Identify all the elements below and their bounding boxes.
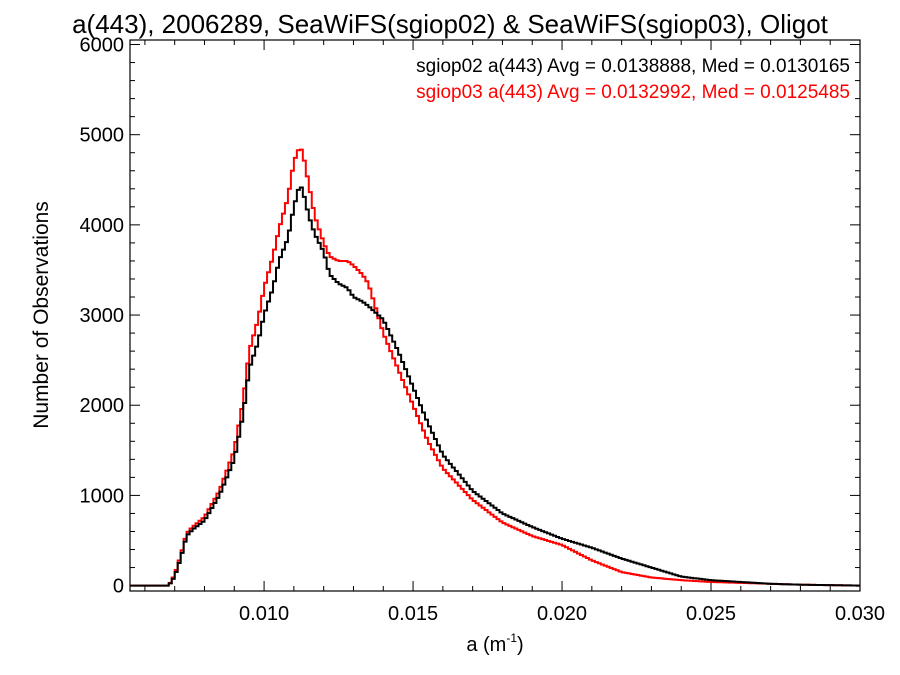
x-tick-label: 0.010: [239, 603, 289, 625]
x-axis: 0.010 0.015 0.020 0.025 0.030: [144, 40, 885, 625]
y-tick-label: 4000: [80, 215, 125, 237]
y-tick-label: 2000: [80, 395, 125, 417]
y-tick-label: 6000: [80, 35, 125, 57]
y-tick-label: 5000: [80, 125, 125, 147]
y-axis-label: Number of Observations: [30, 201, 53, 429]
x-tick-label: 0.015: [388, 603, 438, 625]
legend-entry-sgiop02: sgiop02 a(443) Avg = 0.0138888, Med = 0.…: [416, 56, 850, 77]
x-axis-label-close: ): [517, 634, 524, 656]
x-axis-label-main: a (m: [466, 634, 506, 656]
series-layer: [130, 148, 860, 587]
x-axis-label-superscript: -1: [506, 631, 517, 645]
x-tick-label: 0.030: [835, 603, 885, 625]
series-line-sgiop03: [130, 148, 860, 587]
legend-entry-sgiop03: sgiop03 a(443) Avg = 0.0132992, Med = 0.…: [416, 82, 850, 103]
y-tick-label: 1000: [80, 485, 125, 507]
y-tick-label: 3000: [80, 305, 125, 327]
x-tick-label: 0.025: [686, 603, 736, 625]
y-tick-label: 0: [113, 576, 124, 598]
x-tick-label: 0.020: [537, 603, 587, 625]
series-line-sgiop02: [130, 186, 860, 587]
y-axis: 0 1000 2000 3000 4000 5000 6000: [80, 35, 860, 598]
x-axis-label: a (m-1): [466, 631, 523, 656]
chart-title: a(443), 2006289, SeaWiFS(sgiop02) & SeaW…: [72, 9, 829, 39]
